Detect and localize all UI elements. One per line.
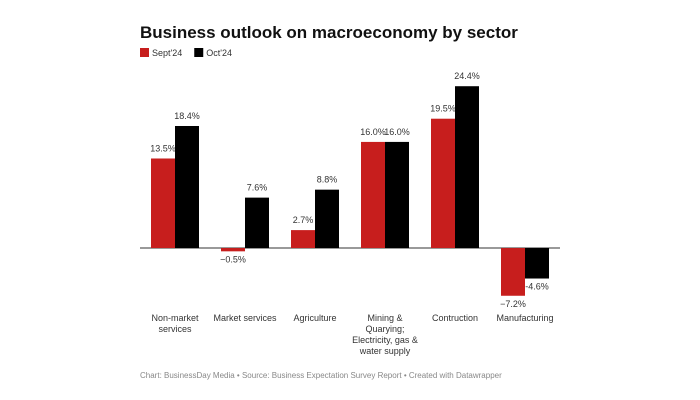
bar: [245, 197, 269, 249]
bar: [385, 141, 409, 249]
bar: [221, 248, 245, 252]
x-tick-label: Mining & Quarying; Electricity, gas & wa…: [352, 313, 418, 356]
value-label: -4.6%: [525, 282, 549, 292]
value-label: 8.8%: [317, 175, 338, 185]
x-tick-label: Market services: [213, 313, 277, 323]
bar: [291, 230, 315, 249]
value-label: 2.7%: [293, 215, 314, 225]
value-label: 19.5%: [430, 104, 456, 114]
legend-swatch: [140, 48, 149, 57]
legend-label: Oct'24: [206, 48, 232, 58]
legend-swatch: [194, 48, 204, 57]
value-label: 16.0%: [384, 127, 410, 137]
value-label: −7.2%: [500, 299, 526, 309]
value-label: 18.4%: [174, 111, 200, 121]
value-label: −0.5%: [220, 254, 246, 264]
bar: [455, 86, 479, 249]
bar: [175, 125, 199, 249]
bar: [501, 248, 525, 296]
source: Chart: BusinessDay Media • Source: Busin…: [140, 371, 502, 380]
chart-title: Business outlook on macroeconomy by sect…: [140, 23, 518, 42]
bar: [151, 158, 175, 249]
value-label: 16.0%: [360, 127, 386, 137]
bar: [431, 118, 455, 249]
x-tick-label: Agriculture: [293, 313, 337, 323]
bar: [361, 141, 385, 249]
bar: [525, 248, 549, 279]
value-label: 7.6%: [247, 183, 268, 193]
legend-label: Sept'24: [152, 48, 182, 58]
value-label: 13.5%: [150, 143, 176, 153]
x-tick-label: Manufacturing: [496, 313, 554, 323]
bar: [315, 189, 339, 249]
x-tick-label: Contruction: [431, 313, 479, 323]
value-label: 24.4%: [454, 71, 480, 81]
x-tick-label: Non-market services: [151, 313, 199, 334]
